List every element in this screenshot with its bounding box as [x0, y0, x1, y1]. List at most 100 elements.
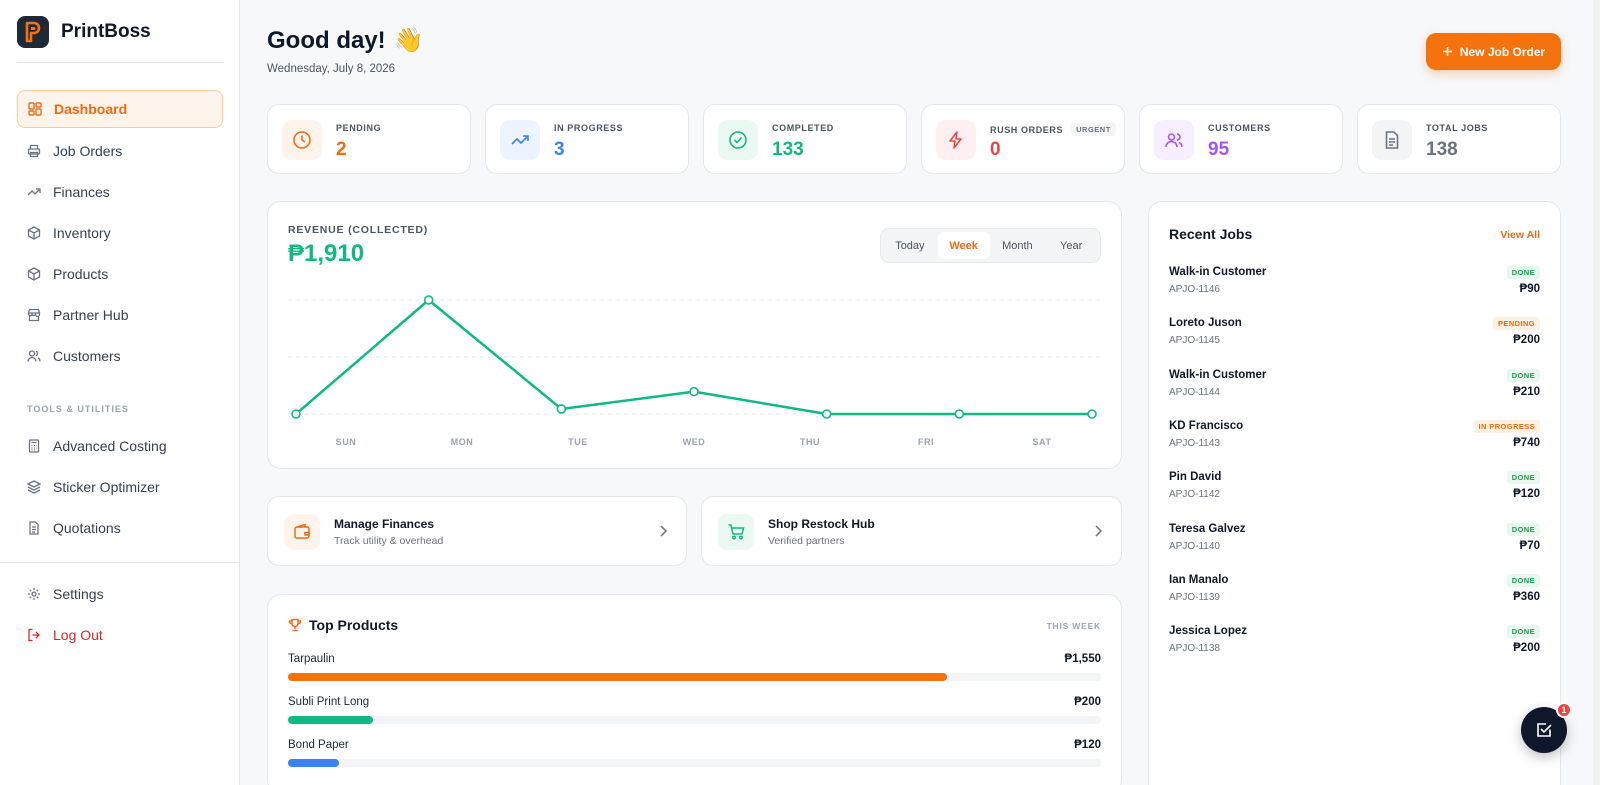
nav-item-partner-hub[interactable]: Partner Hub	[17, 296, 223, 334]
stat-label: IN PROGRESS	[554, 123, 624, 133]
job-price: ₱360	[1513, 590, 1540, 603]
sidebar: PrintBoss Dashboard Job Orders Finances …	[0, 0, 240, 785]
stat-card-total-jobs[interactable]: TOTAL JOBS 138	[1357, 104, 1561, 174]
chart-point-tue[interactable]	[556, 404, 567, 414]
job-customer-name: Walk-in Customer	[1169, 266, 1267, 278]
period-month-button[interactable]: Month	[1002, 239, 1033, 252]
nav-item-finances[interactable]: Finances	[17, 173, 223, 211]
chart-point-thu[interactable]	[821, 409, 832, 419]
new-job-order-button[interactable]: New Job Order	[1426, 33, 1561, 70]
divider	[17, 62, 224, 63]
chart-point-mon[interactable]	[423, 295, 434, 305]
job-customer-name: KD Francisco	[1169, 419, 1244, 432]
nav-item-logout[interactable]: Log Out	[17, 616, 223, 654]
document-icon	[1372, 120, 1412, 160]
quick-link-subtitle: Verified partners	[768, 535, 845, 547]
gear-icon	[28, 588, 40, 600]
stat-card-completed[interactable]: COMPLETED 133	[703, 104, 907, 174]
nav-item-job-orders[interactable]: Job Orders	[17, 132, 223, 170]
product-name: Tarpaulin	[288, 653, 335, 665]
stat-card-pending[interactable]: PENDING 2	[267, 104, 471, 174]
revenue-card: REVENUE (COLLECTED) ₱1,910 Today Week Mo…	[267, 201, 1122, 469]
greeting-text: Good day!	[267, 26, 386, 54]
recent-job-row[interactable]: Jessica Lopez APJO-1138 DONE ₱200	[1169, 625, 1540, 665]
nav-item-advanced-costing[interactable]: Advanced Costing	[17, 427, 223, 465]
brand[interactable]: PrintBoss	[17, 16, 151, 48]
nav-item-quotations[interactable]: Quotations	[17, 509, 223, 547]
product-bar-fill	[288, 673, 947, 681]
calculator-icon	[28, 439, 40, 453]
chart-point-fri[interactable]	[954, 409, 965, 419]
nav-item-products[interactable]: Products	[17, 255, 223, 293]
nav-label: Quotations	[53, 520, 121, 536]
recent-job-row[interactable]: Pin David APJO-1142 DONE ₱120	[1169, 471, 1540, 511]
x-tick-label: TUE	[568, 437, 588, 447]
wave-icon: 👋	[393, 27, 424, 54]
job-status-badge: DONE	[1506, 368, 1540, 382]
file-text-icon	[29, 521, 39, 535]
shopping-cart-icon	[718, 514, 754, 550]
manage-finances-card[interactable]: Manage Finances Track utility & overhead	[267, 496, 687, 566]
recent-job-row[interactable]: Loreto Juson APJO-1145 PENDING ₱200	[1169, 317, 1540, 357]
period-today-button[interactable]: Today	[895, 239, 925, 252]
clock-icon	[282, 120, 322, 160]
chart-point-sat[interactable]	[1087, 409, 1097, 419]
nav-item-inventory[interactable]: Inventory	[17, 214, 223, 252]
nav-item-dashboard[interactable]: Dashboard	[17, 90, 223, 128]
users-icon	[27, 350, 41, 362]
box-icon	[27, 267, 41, 281]
revenue-label: REVENUE (COLLECTED)	[288, 224, 429, 236]
stat-value: 0	[990, 139, 1001, 160]
page-scrollbar[interactable]	[1593, 0, 1600, 785]
chart-point-wed[interactable]	[689, 386, 699, 397]
stat-card-rush-orders[interactable]: RUSH ORDERS URGENT 0	[921, 104, 1125, 174]
period-selector: Today Week Month Year	[880, 228, 1101, 263]
nav-item-settings[interactable]: Settings	[17, 575, 223, 613]
job-status-badge: DONE	[1506, 266, 1540, 279]
stat-value: 3	[554, 139, 565, 160]
current-date: Wednesday, July 8, 2026	[267, 63, 396, 75]
stat-card-in-progress[interactable]: IN PROGRESS 3	[485, 104, 689, 174]
chart-point-sun[interactable]	[291, 409, 301, 419]
x-tick-label: THU	[800, 437, 820, 447]
stat-value: 133	[772, 139, 804, 160]
job-status-badge: DONE	[1506, 573, 1540, 587]
revenue-line-chart: SUN MON TUE WED THU FRI SAT	[288, 295, 1100, 447]
recent-job-row[interactable]: Walk-in Customer APJO-1146 DONE ₱90	[1169, 266, 1540, 306]
job-id: APJO-1145	[1169, 335, 1220, 347]
nav-item-customers[interactable]: Customers	[17, 337, 223, 375]
users-icon	[1154, 120, 1194, 160]
job-id: APJO-1144	[1169, 386, 1220, 398]
job-status-badge: IN PROGRESS	[1473, 419, 1540, 433]
nav-label: Products	[53, 266, 109, 282]
trophy-icon	[288, 618, 302, 632]
recent-job-row[interactable]: Walk-in Customer APJO-1144 DONE ₱210	[1169, 368, 1540, 409]
period-week-button[interactable]: Week	[937, 232, 990, 259]
stat-label: PENDING	[336, 123, 382, 133]
stat-card-customers[interactable]: CUSTOMERS 95	[1139, 104, 1343, 174]
trending-up-icon	[27, 188, 41, 196]
view-all-link[interactable]: View All	[1500, 229, 1540, 241]
recent-job-row[interactable]: Ian Manalo APJO-1139 DONE ₱360	[1169, 573, 1540, 614]
job-customer-name: Walk-in Customer	[1169, 368, 1267, 381]
checkbox-icon	[1537, 723, 1552, 737]
job-price: ₱200	[1513, 334, 1540, 347]
top-products-title-text: Top Products	[309, 617, 399, 633]
recent-job-row[interactable]: Teresa Galvez APJO-1140 DONE ₱70	[1169, 522, 1540, 563]
dashboard-icon	[28, 102, 42, 116]
recent-job-row[interactable]: KD Francisco APJO-1143 IN PROGRESS ₱740	[1169, 419, 1540, 460]
product-value: ₱1,550	[1064, 653, 1101, 665]
job-price: ₱90	[1519, 283, 1540, 295]
product-bar-fill	[288, 716, 374, 724]
period-year-button[interactable]: Year	[1060, 239, 1083, 252]
shop-restock-hub-card[interactable]: Shop Restock Hub Verified partners	[701, 496, 1122, 566]
product-name: Bond Paper	[288, 739, 349, 751]
product-bar-track	[288, 716, 1101, 724]
nav-item-sticker-optimizer[interactable]: Sticker Optimizer	[17, 468, 223, 506]
quick-link-title: Shop Restock Hub	[768, 517, 875, 531]
chevron-right-icon	[660, 525, 668, 537]
revenue-value: ₱1,910	[288, 240, 365, 267]
job-status-badge: DONE	[1506, 522, 1540, 536]
stat-label: TOTAL JOBS	[1426, 123, 1489, 133]
job-id: APJO-1138	[1169, 643, 1220, 655]
